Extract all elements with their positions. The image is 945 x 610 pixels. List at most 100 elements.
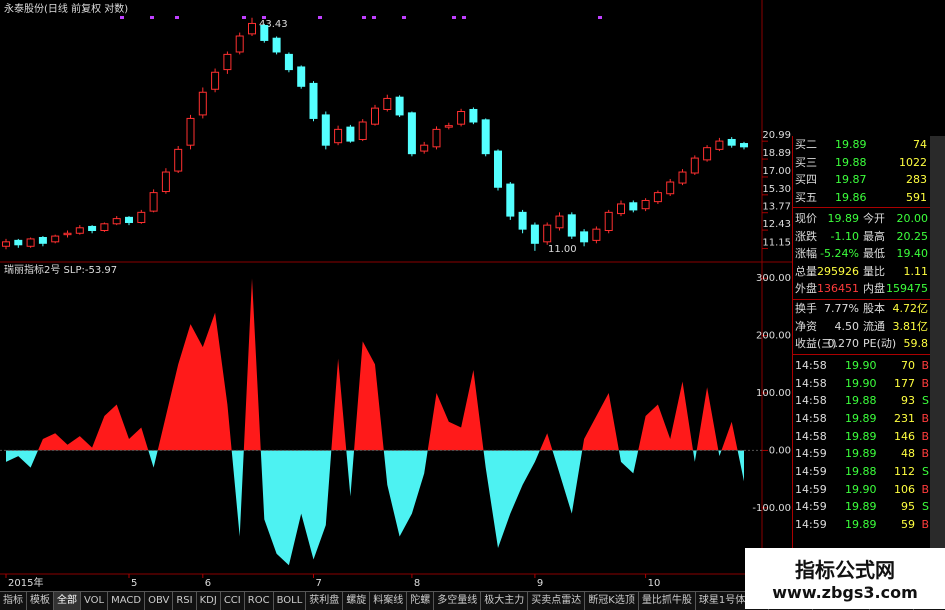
y-tick-label: 17.00 — [762, 166, 791, 177]
candle-body — [235, 35, 244, 53]
trade-side: B — [921, 411, 929, 425]
candle-body — [457, 110, 466, 125]
trade-volume: 146 — [894, 429, 915, 443]
candle-body — [100, 223, 109, 232]
candle-body — [407, 112, 416, 155]
candle-body — [617, 203, 625, 215]
stat-value: -5.24% — [820, 247, 859, 261]
tab[interactable]: 陀螺 — [407, 592, 435, 610]
tab[interactable]: CCI — [221, 592, 245, 610]
candle-body — [14, 239, 23, 246]
trade-price: 19.89 — [845, 500, 877, 514]
trade-side: S — [922, 465, 929, 478]
trade-volume: 70 — [901, 358, 915, 372]
candle-body — [518, 211, 527, 230]
tab[interactable]: ROC — [245, 592, 274, 610]
candle-body — [112, 218, 121, 225]
stat-label: 换手 — [795, 302, 817, 315]
candle-body — [26, 238, 35, 247]
tab[interactable]: MACD — [108, 592, 146, 610]
trade-time: 14:58 — [795, 411, 827, 425]
candle-body — [223, 53, 232, 71]
trade-row: 14:59 19.89 48 B — [793, 445, 931, 462]
trade-row: 14:59 19.89 59 B — [793, 516, 931, 533]
side-toolbar — [930, 136, 945, 548]
tab[interactable]: 断冠K选顶 — [585, 592, 639, 610]
stat-value: 136451 — [817, 282, 859, 296]
trade-volume: 106 — [894, 482, 915, 496]
trade-side: B — [921, 429, 929, 443]
y-tick-label: -100.00 — [752, 503, 791, 514]
trade-volume: 231 — [894, 411, 915, 425]
bid-price: 19.89 — [835, 138, 867, 151]
trade-side: B — [921, 518, 929, 532]
y-tick-label: 13.77 — [762, 202, 791, 213]
stat-value: 59.8 — [903, 337, 929, 351]
x-tick-label: 9 — [537, 578, 543, 589]
watermark-url: www.zbgs3.com — [772, 583, 918, 602]
candle-body — [604, 211, 613, 232]
trade-side: B — [921, 358, 929, 372]
trade-price: 19.90 — [845, 358, 877, 372]
candle-body — [420, 144, 429, 152]
candle-body — [371, 107, 379, 125]
y-tick-label: 0.00 — [769, 445, 791, 456]
tab[interactable]: VOL — [81, 592, 109, 610]
candle-body — [211, 71, 220, 90]
bid-row: 买四 19.87 283 — [793, 171, 931, 188]
trade-row: 14:58 19.90 70 B — [793, 357, 931, 374]
stat-label: 内盘 — [863, 282, 885, 296]
stat-label: 股本 — [863, 302, 885, 315]
tab[interactable]: KDJ — [197, 592, 221, 610]
indicator-tabs: 指标 模板 全部 VOL MACD OBV RSI KDJ CCI ROC BOLL 获利盘 螺旋 料案线… — [0, 591, 945, 610]
tab[interactable]: 全部 — [54, 592, 81, 610]
tab[interactable]: 量比抓牛股 — [639, 592, 696, 610]
candle-body — [321, 114, 330, 146]
stat-label: 最高 — [863, 229, 885, 243]
chart-title: 永泰股份(日线 前复权 对数) — [4, 2, 128, 15]
tab[interactable]: 螺旋 — [343, 592, 371, 610]
trade-volume: 48 — [901, 447, 915, 461]
y-tick-label: 18.89 — [762, 148, 791, 159]
stat-value: 19.89 — [827, 212, 860, 225]
y-tick-label: 11.15 — [762, 238, 791, 249]
candle-body — [358, 121, 367, 140]
tab[interactable]: 料案线 — [370, 592, 408, 610]
x-tick-label: 10 — [648, 578, 661, 589]
candle-body — [494, 150, 502, 188]
tab[interactable]: RSI — [173, 592, 197, 610]
candle-body — [75, 227, 84, 234]
tab[interactable]: 极大主力 — [481, 592, 529, 610]
candle-body — [530, 224, 539, 244]
bid-row: 买五 19.86 591 — [793, 189, 931, 206]
trade-side: S — [922, 500, 929, 514]
candle-body — [346, 126, 355, 142]
candle-body — [629, 202, 638, 211]
trade-price: 19.88 — [845, 394, 877, 408]
bid-price: 19.86 — [835, 190, 867, 204]
tab[interactable]: 指标 — [0, 592, 27, 610]
watermark-title: 指标公式网 — [795, 558, 895, 582]
stat-value: -1.10 — [830, 229, 859, 243]
tab[interactable]: 模板 — [27, 592, 54, 610]
tab[interactable]: 获利盘 — [306, 592, 344, 610]
tab[interactable]: BOLL — [274, 592, 307, 610]
stat-value: 4.72亿 — [892, 302, 929, 315]
stat-label: PE(动) — [863, 337, 897, 351]
stat-row: 净资 4.50 流通 3.81亿 — [793, 318, 931, 335]
stat-label: 流通 — [863, 319, 885, 333]
bid-label: 买二 — [795, 138, 817, 151]
tab[interactable]: 多空量线 — [434, 592, 482, 610]
candle-body — [2, 241, 10, 247]
candle-body — [653, 192, 662, 203]
candle-body — [555, 215, 564, 229]
candle-body — [149, 192, 158, 212]
tab[interactable]: OBV — [145, 592, 174, 610]
candle-body — [186, 117, 195, 146]
candle-body — [543, 224, 552, 243]
trade-time: 14:59 — [795, 447, 827, 461]
tab[interactable]: 买卖点雷达 — [528, 592, 586, 610]
stat-label: 总量 — [795, 264, 817, 278]
